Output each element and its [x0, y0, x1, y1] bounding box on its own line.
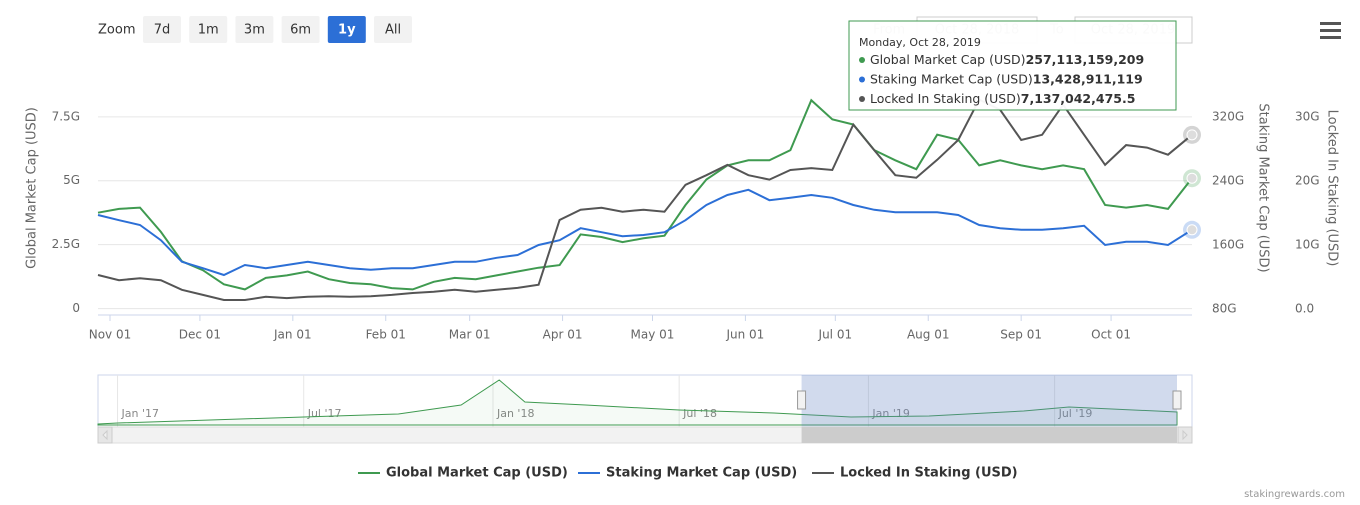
x-tick-label: Mar 01 [449, 328, 491, 342]
tooltip-row: Locked In Staking (USD)7,137,042,475.5 [870, 91, 1135, 106]
hover-point [1186, 224, 1198, 236]
y-tick-label: 7.5G [52, 109, 80, 123]
x-tick-label: Apr 01 [543, 328, 583, 342]
zoom-button-bg [189, 16, 228, 43]
navigator-handle[interactable] [1172, 390, 1182, 410]
x-tick-label: Jan 01 [273, 328, 312, 342]
zoom-button-bg [143, 16, 181, 43]
navigator-frame [97, 374, 1193, 428]
legend-label: Staking Market Cap (USD) [606, 466, 797, 481]
legend-item[interactable]: Staking Market Cap (USD) [578, 466, 797, 481]
y2-tick-label: 320G [1212, 110, 1244, 124]
x-tick-label: Nov 01 [89, 328, 132, 342]
series-line [97, 98, 1193, 301]
tooltip-bullet [859, 57, 865, 63]
navigator-tick-label: Jan '17 [121, 407, 159, 420]
plot: 0 2.5G 5G 7.5G 80G 160G 240G 320G 0.0 10G 20G 30G No… [25, 98, 1340, 342]
y-tick-label: 0 [72, 301, 80, 315]
zoom-button-label: 7d [154, 23, 171, 38]
navigator-handle[interactable] [797, 390, 807, 410]
zoom-button[interactable]: 1y [327, 16, 366, 43]
menu-bar [1320, 22, 1341, 25]
zoom-button[interactable]: All [374, 16, 412, 43]
hover-point [1186, 129, 1198, 141]
x-tick-label: May 01 [631, 328, 675, 342]
tooltip-row: Global Market Cap (USD)257,113,159,209 [870, 52, 1144, 67]
tooltip-box [848, 20, 1177, 111]
legend-item[interactable]: Locked In Staking (USD) [812, 466, 1018, 481]
tooltip-value: 7,137,042,475.5 [1021, 91, 1136, 106]
tooltip-name: Locked In Staking (USD) [870, 91, 1021, 106]
hover-point [1186, 172, 1198, 184]
navigator-mask [801, 375, 1177, 427]
tooltip: Monday, Oct 28, 2019 Global Market Cap (… [848, 20, 1177, 111]
series-line [97, 188, 1193, 277]
zoom-button-label: All [385, 23, 401, 38]
y3-tick-label: 20G [1295, 173, 1320, 187]
y3-tick-label: 0.0 [1295, 301, 1314, 315]
menu-button[interactable] [1320, 22, 1341, 39]
navigator-tick-label: Jan '18 [496, 407, 534, 420]
zoom-button[interactable]: 7d [143, 16, 181, 43]
zoom-button-bg [235, 16, 274, 43]
y2-tick-label: 160G [1212, 238, 1244, 252]
x-tick-label: Jul 01 [818, 328, 853, 342]
legend-label: Locked In Staking (USD) [840, 466, 1018, 481]
navigator-line [97, 379, 1178, 426]
tooltip-value: 257,113,159,209 [1026, 52, 1145, 67]
zoom-button-bg [327, 16, 366, 43]
y2-tick-label: 240G [1212, 174, 1244, 188]
navigator-tick-label: Jul '19 [1058, 407, 1093, 420]
zoom-button[interactable]: 3m [235, 16, 274, 43]
tooltip-name: Global Market Cap (USD) [870, 52, 1026, 67]
zoom-button[interactable]: 1m [189, 16, 228, 43]
zoom-button-label: 3m [244, 23, 265, 38]
zoom-button-bg [281, 16, 320, 43]
zoom-button-bg [374, 16, 412, 43]
legend: Global Market Cap (USD) Staking Market Ca… [358, 466, 1018, 481]
tooltip-name: Staking Market Cap (USD) [870, 71, 1033, 86]
x-tick-label: Aug 01 [907, 328, 950, 342]
tooltip-bullet [859, 96, 865, 102]
y-tick-label: 5G [63, 173, 80, 187]
y2-axis-title: Staking Market Cap (USD) [1256, 103, 1271, 272]
legend-label: Global Market Cap (USD) [386, 466, 568, 481]
scrollbar-right[interactable] [1177, 426, 1193, 444]
menu-bar [1320, 29, 1341, 32]
y3-tick-label: 30G [1295, 109, 1320, 123]
tooltip-row: Staking Market Cap (USD)13,428,911,119 [870, 71, 1143, 86]
y3-tick-label: 10G [1295, 237, 1320, 251]
x-tick-label: Jun 01 [725, 328, 764, 342]
y2-tick-label: 80G [1212, 302, 1237, 316]
series-line [97, 98, 1193, 291]
zoom-button-label: 6m [290, 23, 311, 38]
x-tick-label: Oct 01 [1091, 328, 1131, 342]
x-tick-label: Feb 01 [366, 328, 406, 342]
zoom-button[interactable]: 6m [281, 16, 320, 43]
x-tick-label: Sep 01 [1000, 328, 1042, 342]
y-tick-label: 2.5G [52, 237, 80, 251]
credit[interactable]: stakingrewards.com [1244, 489, 1345, 500]
scrollbar-left[interactable] [97, 426, 113, 444]
zoom-button-label: 1m [198, 23, 219, 38]
x-tick-label: Dec 01 [179, 328, 221, 342]
y-axis-title: Global Market Cap (USD) [25, 107, 40, 269]
zoom-label: Zoom [98, 23, 135, 38]
tooltip-bullet [859, 76, 865, 83]
legend-item[interactable]: Global Market Cap (USD) [358, 466, 568, 481]
zoom-buttons: 7d 1m 3m 6m 1y All [143, 16, 412, 43]
tooltip-value: 13,428,911,119 [1033, 71, 1143, 86]
scrollbar-thumb[interactable] [801, 427, 1177, 443]
tooltip-date: Monday, Oct 28, 2019 [859, 36, 981, 49]
menu-bar [1320, 36, 1341, 39]
zoom-button-label: 1y [338, 23, 356, 38]
y3-axis-title: Locked In Staking (USD) [1325, 110, 1340, 267]
